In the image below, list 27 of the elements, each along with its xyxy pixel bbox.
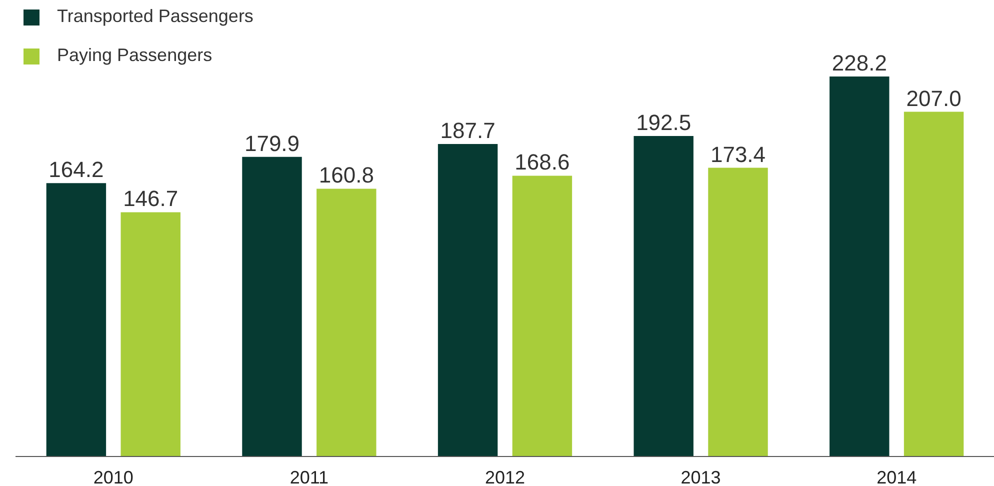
bar	[512, 176, 572, 456]
data-label: 173.4	[710, 142, 766, 167]
data-label: 228.2	[832, 50, 887, 76]
bar	[904, 112, 964, 456]
bar	[120, 212, 180, 456]
x-tick-label: 2013	[680, 468, 721, 486]
bar	[830, 76, 890, 456]
data-label: 160.8	[318, 162, 374, 188]
x-tick-label: 2011	[290, 468, 329, 486]
data-label: 187.7	[440, 118, 496, 143]
legend-label: Transported Passengers	[57, 6, 254, 27]
bar	[242, 156, 302, 456]
x-tick-label: 2010	[93, 468, 134, 486]
data-label: 207.0	[906, 86, 962, 111]
bar	[634, 136, 694, 456]
data-label: 192.5	[636, 110, 692, 135]
data-label: 168.6	[514, 150, 570, 175]
data-label: 164.2	[48, 157, 104, 182]
bar	[316, 188, 376, 456]
data-label: 146.7	[123, 186, 178, 212]
bar	[708, 168, 768, 456]
legend-label: Paying Passengers	[57, 45, 212, 66]
x-tick-label: 2014	[876, 468, 917, 486]
bar	[438, 144, 498, 456]
data-label: 179.9	[244, 130, 300, 156]
x-tick-label: 2012	[484, 468, 526, 486]
bar	[46, 183, 106, 456]
